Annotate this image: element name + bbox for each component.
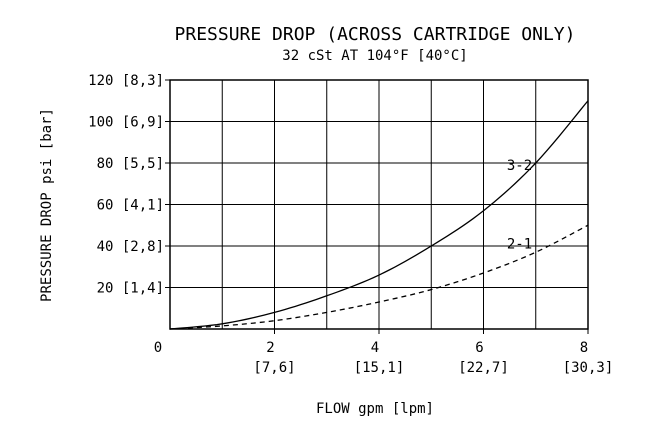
x-tick-metric-label: [15,1] [354, 360, 405, 376]
y-tick-label: 40 [2,8] [97, 239, 164, 255]
x-tick-label: 2 [266, 340, 274, 356]
chart-title: PRESSURE DROP (ACROSS CARTRIDGE ONLY) [175, 24, 576, 45]
y-tick-label: 80 [5,5] [97, 156, 164, 172]
y-axis-label: PRESSURE DROP psi [bar] [39, 108, 55, 302]
x-tick-metric-label: [7,6] [253, 360, 295, 376]
series-labels: 3-2 2-1 [507, 158, 532, 252]
axis-ticks: 20 [1,4] 40 [2,8] 60 [4,1] 80 [5,5] 100 [6,9… [88, 73, 613, 376]
x-axis-label: FLOW gpm [lpm] [316, 401, 434, 417]
x-tick-label: 8 [580, 340, 588, 356]
x-tick-label: 0 [154, 340, 162, 356]
series-label-2-1: 2-1 [507, 237, 532, 253]
x-tick-metric-label: [22,7] [458, 360, 509, 376]
y-tick-label: 120 [8,3] [88, 73, 164, 89]
y-tick-label: 100 [6,9] [88, 115, 164, 131]
x-tick-label: 4 [371, 340, 379, 356]
chart-subtitle: 32 cSt AT 104°F [40°C] [282, 48, 467, 64]
series-line-3-2 [169, 100, 589, 330]
series-label-3-2: 3-2 [507, 158, 532, 174]
series-line-2-1 [169, 224, 589, 330]
x-tick-label: 6 [475, 340, 483, 356]
series [169, 100, 589, 330]
plot-frame [169, 79, 589, 330]
grid [170, 80, 588, 329]
y-tick-label: 60 [4,1] [97, 198, 164, 214]
x-tick-metric-label: [30,3] [563, 360, 614, 376]
y-tick-label: 20 [1,4] [97, 281, 164, 297]
